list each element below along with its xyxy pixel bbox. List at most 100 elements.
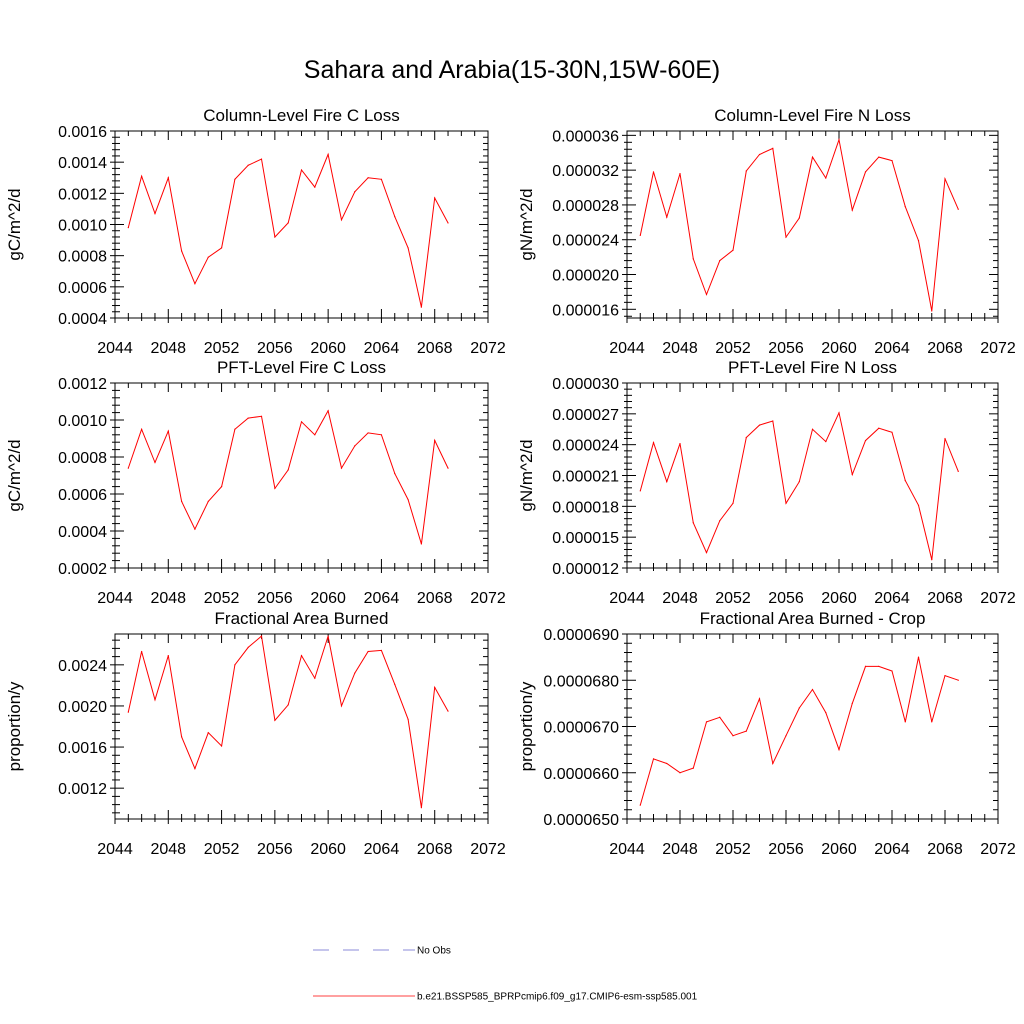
panel-frame bbox=[114, 130, 489, 319]
data-point bbox=[851, 702, 853, 704]
data-point bbox=[314, 677, 316, 679]
data-point bbox=[917, 239, 920, 242]
y-tick-label: 0.0004 bbox=[58, 524, 107, 541]
data-point bbox=[394, 473, 396, 475]
data-point bbox=[380, 178, 383, 180]
x-tick-label: 2060 bbox=[310, 841, 346, 858]
data-point bbox=[639, 490, 641, 492]
data-point bbox=[340, 467, 343, 469]
x-tick-label: 2056 bbox=[768, 841, 804, 858]
data-point bbox=[367, 650, 369, 653]
data-point bbox=[247, 417, 249, 419]
y-tick-label: 0.0008 bbox=[58, 249, 107, 266]
data-point bbox=[904, 206, 906, 208]
x-tick-label: 2072 bbox=[980, 340, 1016, 357]
data-point bbox=[340, 705, 343, 707]
x-tick-label: 2052 bbox=[715, 841, 751, 858]
data-point bbox=[825, 440, 827, 443]
data-point bbox=[811, 688, 814, 691]
data-point bbox=[194, 283, 196, 285]
data-point bbox=[838, 139, 840, 141]
data-point bbox=[692, 522, 694, 524]
x-tick-label: 2068 bbox=[927, 340, 963, 357]
data-point bbox=[420, 543, 422, 545]
data-point bbox=[798, 481, 800, 483]
legend-label-model: b.e21.BSSP585_BPRPcmip6.f09_g17.CMIP6-es… bbox=[417, 992, 698, 1003]
x-tick-label: 2060 bbox=[821, 340, 857, 357]
data-point bbox=[327, 410, 329, 412]
data-point bbox=[851, 209, 853, 211]
y-tick-label: 0.0004 bbox=[58, 311, 107, 328]
x-tick-label: 2072 bbox=[470, 841, 506, 858]
data-point bbox=[666, 762, 668, 765]
data-point bbox=[931, 559, 933, 561]
chart-main-title: Sahara and Arabia(15-30N,15W-60E) bbox=[303, 56, 721, 84]
data-point bbox=[234, 428, 236, 430]
data-point bbox=[864, 439, 867, 442]
x-tick-label: 2064 bbox=[874, 841, 910, 858]
data-point bbox=[327, 153, 329, 155]
y-tick-label: 0.000027 bbox=[552, 407, 619, 424]
y-tick-label: 0.0012 bbox=[58, 781, 107, 798]
data-point bbox=[407, 247, 409, 249]
data-point bbox=[154, 699, 156, 701]
x-tick-label: 2048 bbox=[150, 340, 186, 357]
y-tick-label: 0.0010 bbox=[58, 218, 107, 235]
data-point bbox=[772, 147, 774, 149]
data-point bbox=[957, 208, 959, 210]
data-point bbox=[891, 670, 893, 672]
data-point bbox=[300, 169, 303, 171]
data-point bbox=[891, 431, 893, 433]
data-point bbox=[811, 428, 814, 430]
data-point bbox=[354, 191, 356, 193]
y-tick-label: 0.0012 bbox=[58, 186, 107, 203]
data-point bbox=[957, 470, 959, 472]
data-point bbox=[758, 698, 761, 700]
data-point bbox=[181, 500, 183, 502]
y-tick-label: 0.0016 bbox=[58, 124, 107, 141]
series-line-1 bbox=[127, 409, 449, 545]
data-point bbox=[407, 718, 409, 720]
y-tick-label: 0.000028 bbox=[552, 198, 619, 215]
data-point bbox=[944, 675, 946, 677]
data-point bbox=[825, 177, 827, 179]
data-point bbox=[758, 424, 761, 426]
y-tick-label: 0.000036 bbox=[552, 128, 619, 145]
data-point bbox=[207, 256, 209, 258]
x-tick-label: 2064 bbox=[364, 340, 400, 357]
data-point bbox=[639, 234, 641, 236]
data-point bbox=[260, 415, 263, 417]
data-point bbox=[785, 502, 787, 504]
x-tick-label: 2064 bbox=[364, 841, 400, 858]
x-tick-label: 2056 bbox=[768, 590, 804, 607]
data-point bbox=[354, 672, 356, 674]
data-point bbox=[957, 679, 959, 681]
x-tick-label: 2044 bbox=[97, 841, 133, 858]
panel-6: 2044 2048 2052 2056 2060 2064 2068 2072 0.000065… bbox=[517, 609, 1016, 858]
data-point bbox=[434, 686, 436, 689]
y-tick-label: 0.0008 bbox=[58, 450, 107, 467]
y-axis-label: gN/m^2/d bbox=[517, 188, 536, 260]
x-tick-label: 2060 bbox=[310, 590, 346, 607]
series-line-1 bbox=[127, 635, 449, 808]
data-point bbox=[652, 758, 655, 760]
series-line-1 bbox=[639, 411, 959, 560]
data-point bbox=[652, 442, 655, 444]
data-point bbox=[705, 551, 708, 554]
data-point bbox=[666, 216, 668, 218]
panel-frame bbox=[114, 382, 489, 569]
x-tick-label: 2056 bbox=[257, 841, 293, 858]
data-point bbox=[891, 159, 893, 162]
data-point bbox=[666, 481, 668, 483]
y-tick-label: 0.0024 bbox=[58, 658, 107, 675]
x-tick-label: 2048 bbox=[662, 841, 698, 858]
data-point bbox=[851, 473, 853, 476]
data-point bbox=[434, 439, 436, 441]
data-point bbox=[692, 767, 694, 769]
y-tick-label: 0.000024 bbox=[552, 233, 619, 250]
panel-title: Fractional Area Burned - Crop bbox=[700, 609, 926, 628]
data-point bbox=[154, 212, 156, 215]
data-point bbox=[220, 486, 223, 488]
data-point bbox=[732, 249, 734, 251]
data-point bbox=[407, 498, 409, 501]
